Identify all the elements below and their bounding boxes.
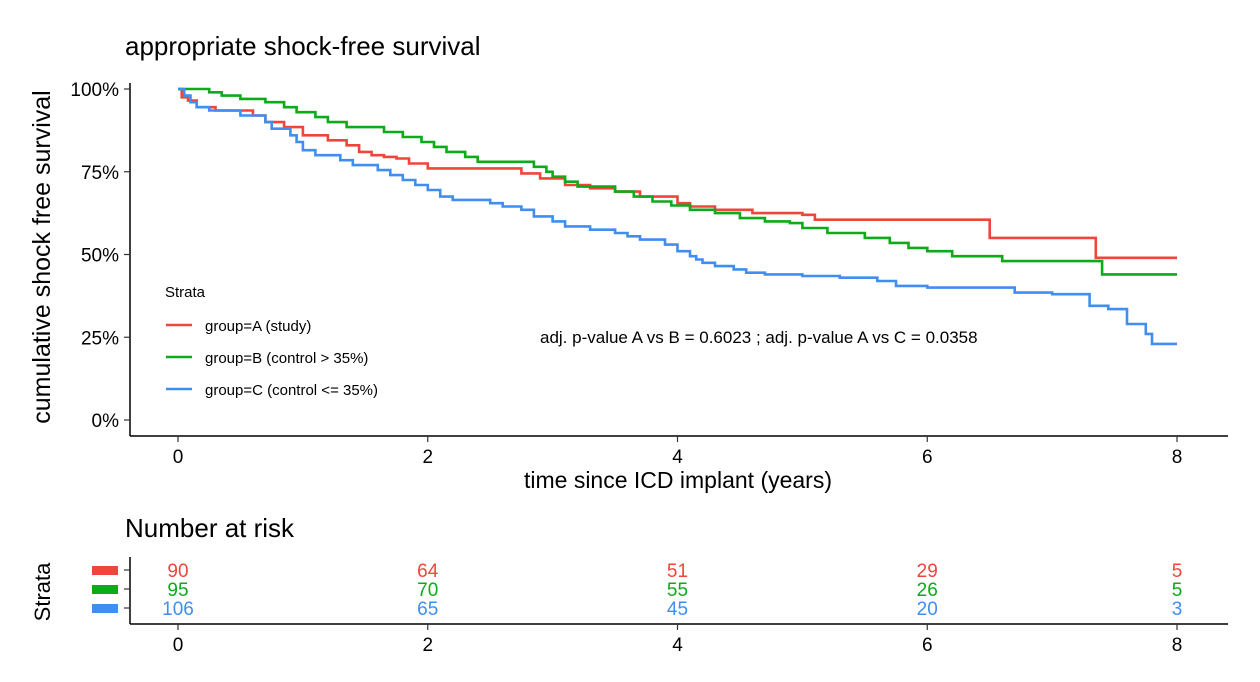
survival-curve-a [178,87,1177,260]
y-tick-label: 50% [81,246,119,267]
risk-table-strata-label: Strata [30,562,55,621]
survival-curves [178,87,1177,346]
risk-table-title: Number at risk [125,513,295,543]
risk-x-tick-label: 2 [422,635,433,656]
y-tick-label: 75% [81,163,119,184]
y-axis-label: cumulative shock free survival [28,90,56,423]
legend-label-a: group=A (study) [205,318,311,335]
risk-count: 64 [417,561,439,582]
y-tick-label: 0% [92,411,120,432]
x-tick-label: 2 [422,447,433,468]
risk-count: 55 [667,580,688,601]
x-axis: 0 2 4 6 8 [130,435,1228,468]
risk-count: 90 [167,561,188,582]
risk-x-tick-label: 8 [1172,635,1183,656]
risk-count: 5 [1172,561,1183,582]
risk-count: 3 [1172,599,1183,620]
risk-row-swatch [92,566,118,575]
risk-count: 5 [1172,580,1183,601]
survival-curve-c [178,87,1177,346]
risk-count: 95 [167,580,188,601]
x-axis-label: time since ICD implant (years) [524,467,832,493]
x-tick-label: 0 [173,447,184,468]
risk-x-tick-label: 6 [922,635,933,656]
y-tick-label: 100% [70,80,119,101]
risk-x-tick-label: 0 [173,635,184,656]
y-tick-label: 25% [81,328,119,349]
risk-count: 65 [417,599,438,620]
chart-title: appropriate shock-free survival [125,31,481,61]
x-tick-label: 4 [672,447,683,468]
risk-count: 45 [667,599,688,620]
legend-title: Strata [165,284,206,301]
risk-count: 70 [417,580,438,601]
risk-count: 106 [162,599,194,620]
risk-table: 90 64 51 29 5 95 70 55 26 5 106 65 45 20 3 0 2 4 6 8 [92,557,1228,656]
x-tick-label: 8 [1172,447,1183,468]
p-value-annotation: adj. p-value A vs B = 0.6023 ; adj. p-va… [540,328,978,347]
risk-x-tick-label: 4 [672,635,683,656]
legend: Strata group=A (study) group=B (control >… [165,284,378,399]
x-tick-label: 6 [922,447,933,468]
risk-count: 26 [917,580,938,601]
risk-row-swatch [92,604,118,613]
risk-row-swatch [92,585,118,594]
risk-count: 29 [917,561,938,582]
legend-label-c: group=C (control <= 35%) [205,382,378,399]
risk-count: 51 [667,561,688,582]
y-axis: 0% 25% 50% 75% 100% [70,80,131,436]
legend-label-b: group=B (control > 35%) [205,350,368,367]
risk-count: 20 [917,599,938,620]
survival-curve-b [178,87,1177,276]
